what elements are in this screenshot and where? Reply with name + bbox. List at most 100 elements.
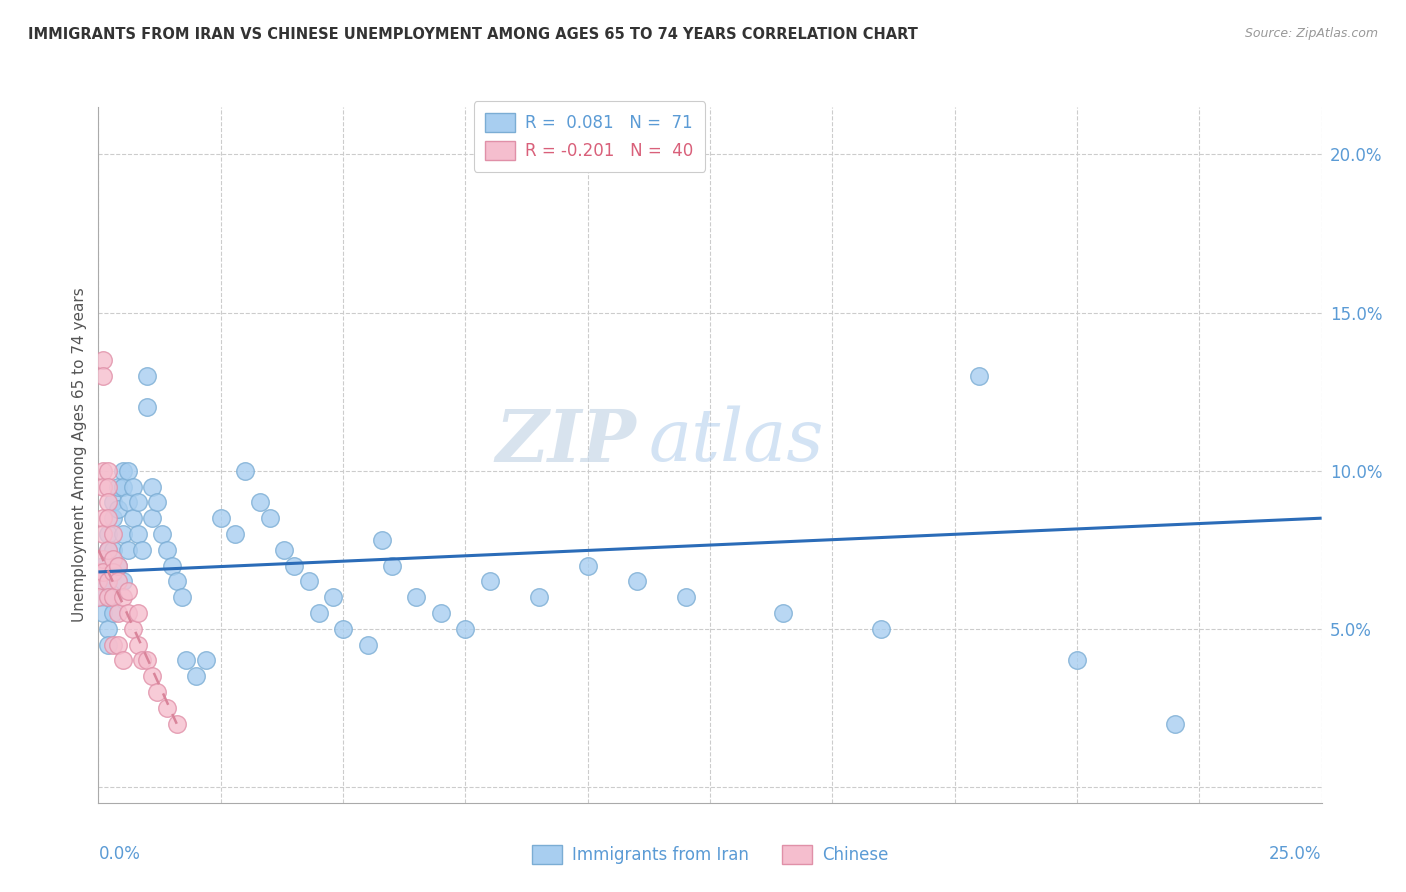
Point — [117, 464, 139, 478]
Point — [91, 464, 114, 478]
Point — [136, 653, 159, 667]
Point — [141, 511, 163, 525]
Point — [478, 574, 501, 589]
Point — [136, 401, 159, 415]
Point — [131, 653, 153, 667]
Point — [675, 591, 697, 605]
Point — [772, 606, 794, 620]
Point — [111, 464, 134, 478]
Point — [332, 622, 354, 636]
Point — [101, 511, 124, 525]
Point — [150, 527, 173, 541]
Point — [121, 479, 143, 493]
Point — [322, 591, 344, 605]
Point — [101, 565, 124, 579]
Point — [117, 542, 139, 557]
Point — [91, 527, 114, 541]
Text: atlas: atlas — [648, 406, 824, 476]
Point — [170, 591, 193, 605]
Point — [111, 527, 134, 541]
Point — [91, 591, 114, 605]
Text: ZIP: ZIP — [496, 406, 637, 476]
Point — [141, 479, 163, 493]
Point — [101, 591, 124, 605]
Point — [107, 558, 129, 573]
Text: 25.0%: 25.0% — [1270, 845, 1322, 863]
Point — [146, 685, 169, 699]
Point — [430, 606, 453, 620]
Point — [107, 638, 129, 652]
Point — [107, 606, 129, 620]
Point — [101, 542, 124, 557]
Point — [371, 533, 394, 548]
Point — [527, 591, 550, 605]
Y-axis label: Unemployment Among Ages 65 to 74 years: Unemployment Among Ages 65 to 74 years — [72, 287, 87, 623]
Point — [91, 565, 114, 579]
Point — [576, 558, 599, 573]
Point — [97, 527, 120, 541]
Point — [405, 591, 427, 605]
Point — [97, 542, 120, 557]
Point — [454, 622, 477, 636]
Point — [101, 495, 124, 509]
Text: IMMIGRANTS FROM IRAN VS CHINESE UNEMPLOYMENT AMONG AGES 65 TO 74 YEARS CORRELATI: IMMIGRANTS FROM IRAN VS CHINESE UNEMPLOY… — [28, 27, 918, 42]
Point — [166, 716, 188, 731]
Point — [91, 574, 114, 589]
Point — [111, 574, 134, 589]
Point — [91, 558, 114, 573]
Point — [249, 495, 271, 509]
Point — [176, 653, 198, 667]
Point — [356, 638, 378, 652]
Point — [91, 606, 114, 620]
Legend: Immigrants from Iran, Chinese: Immigrants from Iran, Chinese — [524, 838, 896, 871]
Point — [273, 542, 295, 557]
Point — [127, 495, 149, 509]
Point — [967, 368, 990, 383]
Point — [91, 353, 114, 368]
Point — [97, 622, 120, 636]
Point — [101, 591, 124, 605]
Point — [117, 495, 139, 509]
Point — [111, 653, 134, 667]
Point — [101, 606, 124, 620]
Point — [107, 558, 129, 573]
Point — [156, 701, 179, 715]
Point — [233, 464, 256, 478]
Point — [97, 591, 120, 605]
Point — [146, 495, 169, 509]
Point — [381, 558, 404, 573]
Point — [97, 542, 120, 557]
Point — [101, 552, 124, 566]
Point — [111, 479, 134, 493]
Point — [156, 542, 179, 557]
Point — [97, 574, 120, 589]
Point — [97, 574, 120, 589]
Point — [127, 606, 149, 620]
Point — [97, 495, 120, 509]
Point — [91, 479, 114, 493]
Point — [160, 558, 183, 573]
Point — [107, 501, 129, 516]
Point — [97, 591, 120, 605]
Point — [91, 368, 114, 383]
Point — [259, 511, 281, 525]
Point — [186, 669, 208, 683]
Point — [97, 464, 120, 478]
Point — [101, 638, 124, 652]
Point — [87, 574, 110, 589]
Point — [101, 565, 124, 579]
Point — [91, 552, 114, 566]
Point — [127, 638, 149, 652]
Point — [166, 574, 188, 589]
Point — [121, 622, 143, 636]
Point — [136, 368, 159, 383]
Point — [1066, 653, 1088, 667]
Point — [87, 591, 110, 605]
Point — [97, 511, 120, 525]
Point — [224, 527, 246, 541]
Point — [308, 606, 330, 620]
Point — [117, 606, 139, 620]
Point — [101, 527, 124, 541]
Point — [97, 638, 120, 652]
Point — [209, 511, 232, 525]
